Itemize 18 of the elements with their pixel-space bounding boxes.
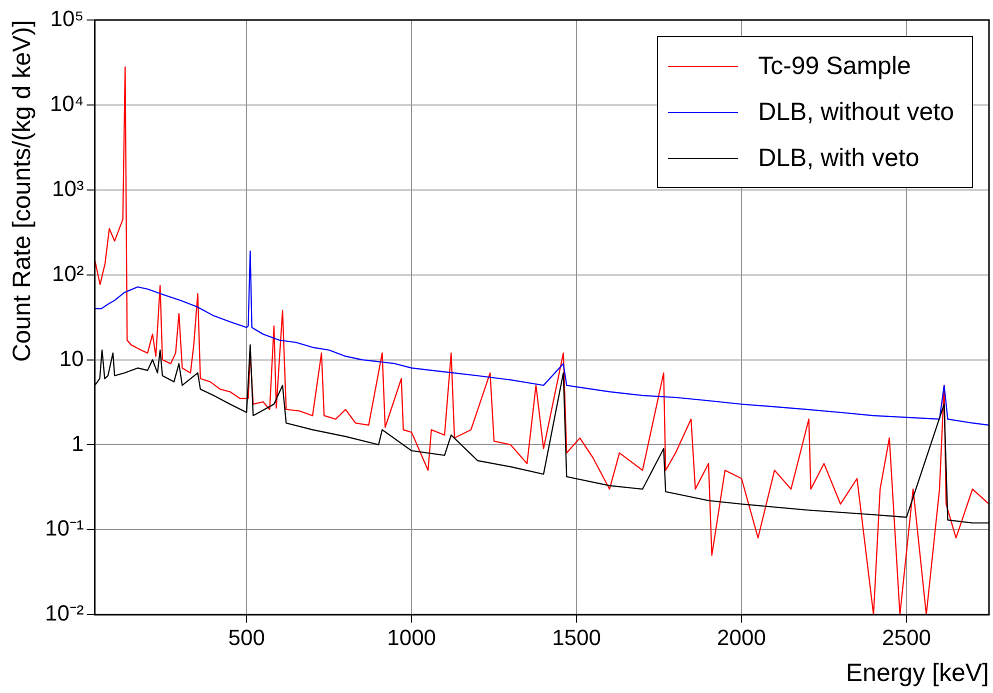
legend-label: DLB, without veto [758,98,954,126]
x-tick-label: 500 [228,624,265,650]
x-tick-label: 1500 [552,624,602,650]
y-tick-label: 10 [59,346,84,371]
y-tick-label: 10² [52,260,84,286]
x-axis-title: Energy [keV] [846,658,989,687]
y-tick-label: 10³ [52,176,84,201]
legend-label: DLB, with veto [758,144,920,172]
y-tick-label: 10⁻² [45,600,84,626]
y-tick-label: 10⁻¹ [45,516,84,541]
y-tick-label: 1 [72,430,84,456]
y-tick-label: 10⁴ [50,91,84,116]
y-axis-title: Count Rate [counts/(kg d keV)] [8,20,36,362]
x-tick-label: 2500 [882,624,931,650]
legend-label: Tc-99 Sample [758,52,911,80]
x-tick-label: 2000 [717,624,766,650]
x-tick-label: 1000 [387,624,436,650]
y-tick-label: 10⁵ [50,6,84,32]
